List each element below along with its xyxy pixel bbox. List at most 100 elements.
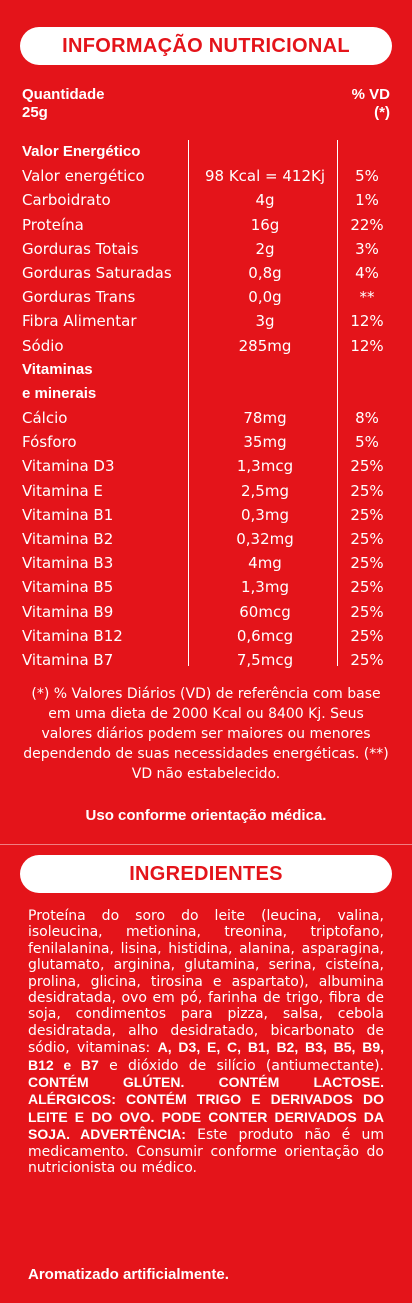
- table-row: Valor energético 98 Kcal = 412Kj 5%: [22, 164, 392, 188]
- nutrient-vd: 25%: [350, 578, 384, 597]
- nutrient-name: Fibra Alimentar: [22, 312, 137, 331]
- nutrient-amount: 4g: [255, 191, 275, 210]
- nutrient-vd: 25%: [350, 530, 384, 548]
- nutrient-name: e minerais: [22, 384, 97, 402]
- nutrient-name: Gorduras Saturadas: [22, 263, 172, 282]
- quantity-header: Quantidade 25g: [22, 86, 172, 122]
- column-divider: [188, 140, 189, 666]
- table-row: Vitamina B9 60mcg 25%: [22, 600, 392, 624]
- nutrient-name: Sódio: [22, 336, 64, 355]
- nutrient-name: Vitamina D3: [22, 457, 115, 476]
- column-divider: [337, 140, 338, 666]
- nutrient-name: Vitamina B2: [22, 530, 114, 548]
- table-row: Fósforo 35mg 5%: [22, 430, 392, 454]
- table-row: Sódio 285mg 12%: [22, 334, 392, 358]
- usage-note: Uso conforme orientação médica.: [85, 807, 327, 824]
- table-row: Vitamina B7 7,5mcg 25%: [22, 648, 392, 672]
- quantity-label: Quantidade: [22, 86, 105, 103]
- nutrient-amount: 3g: [255, 312, 275, 331]
- table-row: Gorduras Trans 0,0g **: [22, 285, 392, 309]
- nutrient-name: Vitamina B3: [22, 554, 114, 573]
- table-row: Fibra Alimentar 3g 12%: [22, 309, 392, 333]
- nutrient-amount: 78mg: [243, 409, 287, 428]
- nutrient-vd: 25%: [350, 626, 384, 645]
- nutrient-name: Valor Energético: [22, 143, 141, 160]
- table-row: Vitamina B1 0,3mg 25%: [22, 503, 392, 527]
- nutrient-amount: 60mcg: [239, 602, 291, 621]
- nutrient-amount: 7,5mcg: [236, 650, 294, 669]
- table-section-heading: e minerais: [22, 382, 392, 406]
- table-row: Vitamina D3 1,3mcg 25%: [22, 454, 392, 478]
- nutrition-title: INFORMAÇÃO NUTRICIONAL: [20, 27, 392, 65]
- table-row: Vitamina E 2,5mg 25%: [22, 479, 392, 503]
- table-row: Vitamina B3 4mg 25%: [22, 551, 392, 575]
- nutrient-name: Proteína: [22, 215, 84, 234]
- table-row: Vitamina B5 1,3mg 25%: [22, 575, 392, 599]
- nutrient-vd: 1%: [355, 191, 379, 210]
- table-row: Gorduras Totais 2g 3%: [22, 237, 392, 261]
- nutrient-name: Vitamina E: [22, 481, 103, 500]
- ingredients-text: Proteína do soro do leite (leucina, vali…: [28, 908, 384, 1177]
- nutrient-amount: 0,3mg: [241, 505, 289, 524]
- nutrient-vd: **: [359, 288, 375, 307]
- nutrient-name: Vitamina B5: [22, 578, 114, 597]
- nutrient-vd: 12%: [350, 336, 384, 355]
- nutrient-amount: 0,8g: [248, 263, 282, 282]
- table-row: Carboidrato 4g 1%: [22, 188, 392, 212]
- table-row: Cálcio 78mg 8%: [22, 406, 392, 430]
- ingredients-title: INGREDIENTES: [20, 855, 392, 893]
- nutrient-vd: 5%: [355, 167, 379, 186]
- nutrient-amount: 285mg: [238, 336, 292, 355]
- flavor-note: Aromatizado artificialmente.: [28, 1266, 229, 1283]
- nutrient-amount: 98 Kcal = 412Kj: [204, 167, 326, 186]
- nutrient-vd: 8%: [355, 409, 379, 428]
- nutrient-vd: 25%: [350, 650, 384, 669]
- nutrient-amount: 16g: [250, 215, 280, 234]
- table-row: Vitamina B2 0,32mg 25%: [22, 527, 392, 551]
- ingredients-bold-text: A, D3, E, C, B1, B2, B3, B5, B9, B12 e B…: [28, 1039, 384, 1073]
- nutrient-amount: 0,0g: [248, 288, 282, 307]
- nutrient-vd: 25%: [350, 481, 384, 500]
- nutrient-vd: 5%: [355, 433, 379, 452]
- nutrient-vd: 22%: [350, 215, 384, 234]
- nutrient-amount: 0,6mcg: [236, 626, 294, 645]
- nutrient-name: Vitamina B7: [22, 650, 114, 669]
- nutrient-amount: 35mg: [243, 433, 287, 452]
- table-row: Vitamina B12 0,6mcg 25%: [22, 624, 392, 648]
- nutrient-vd: 4%: [355, 263, 379, 282]
- footnote: (*) % Valores Diários (VD) de referência…: [23, 686, 389, 782]
- nutrient-amount: 4mg: [248, 554, 282, 573]
- table-section-heading: Valor Energético: [22, 140, 392, 164]
- nutrient-vd: 25%: [350, 457, 384, 476]
- nutrient-vd: 25%: [350, 554, 384, 573]
- nutrient-name: Vitamina B1: [22, 505, 114, 524]
- nutrient-name: Fósforo: [22, 433, 77, 452]
- nutrient-name: Vitaminas: [22, 360, 93, 378]
- vd-label: % VD: [351, 86, 390, 103]
- nutrient-name: Vitamina B9: [22, 602, 114, 621]
- nutrient-name: Valor energético: [22, 167, 145, 186]
- nutrient-name: Carboidrato: [22, 191, 111, 210]
- nutrient-amount: 2,5mg: [241, 481, 289, 500]
- section-divider: [0, 844, 412, 845]
- nutrient-vd: 25%: [350, 505, 384, 524]
- nutrition-table: Valor Energético Valor energético 98 Kcal …: [22, 140, 392, 672]
- nutrient-vd: 25%: [350, 602, 384, 621]
- ingredients-plain-text: e dióxido de silício (antiumectante).: [98, 1057, 384, 1074]
- table-row: Gorduras Saturadas 0,8g 4%: [22, 261, 392, 285]
- nutrient-name: Cálcio: [22, 409, 68, 428]
- nutrient-amount: 2g: [255, 239, 275, 258]
- vd-mark: (*): [374, 104, 390, 121]
- vd-header: % VD (*): [330, 86, 390, 122]
- ingredients-plain-text: Este produto não é um medicamento. Consu…: [28, 1127, 384, 1177]
- nutrient-name: Gorduras Totais: [22, 239, 139, 258]
- nutrient-vd: 3%: [355, 239, 379, 258]
- ingredients-plain-text: Proteína do soro do leite (leucina, vali…: [28, 908, 384, 1057]
- nutrient-amount: 1,3mg: [241, 578, 289, 597]
- table-row: Proteína 16g 22%: [22, 213, 392, 237]
- nutrient-name: Gorduras Trans: [22, 288, 136, 307]
- nutrient-name: Vitamina B12: [22, 626, 123, 645]
- nutrient-amount: 0,32mg: [236, 530, 294, 548]
- nutrient-vd: 12%: [350, 312, 384, 331]
- nutrient-amount: 1,3mcg: [236, 457, 294, 476]
